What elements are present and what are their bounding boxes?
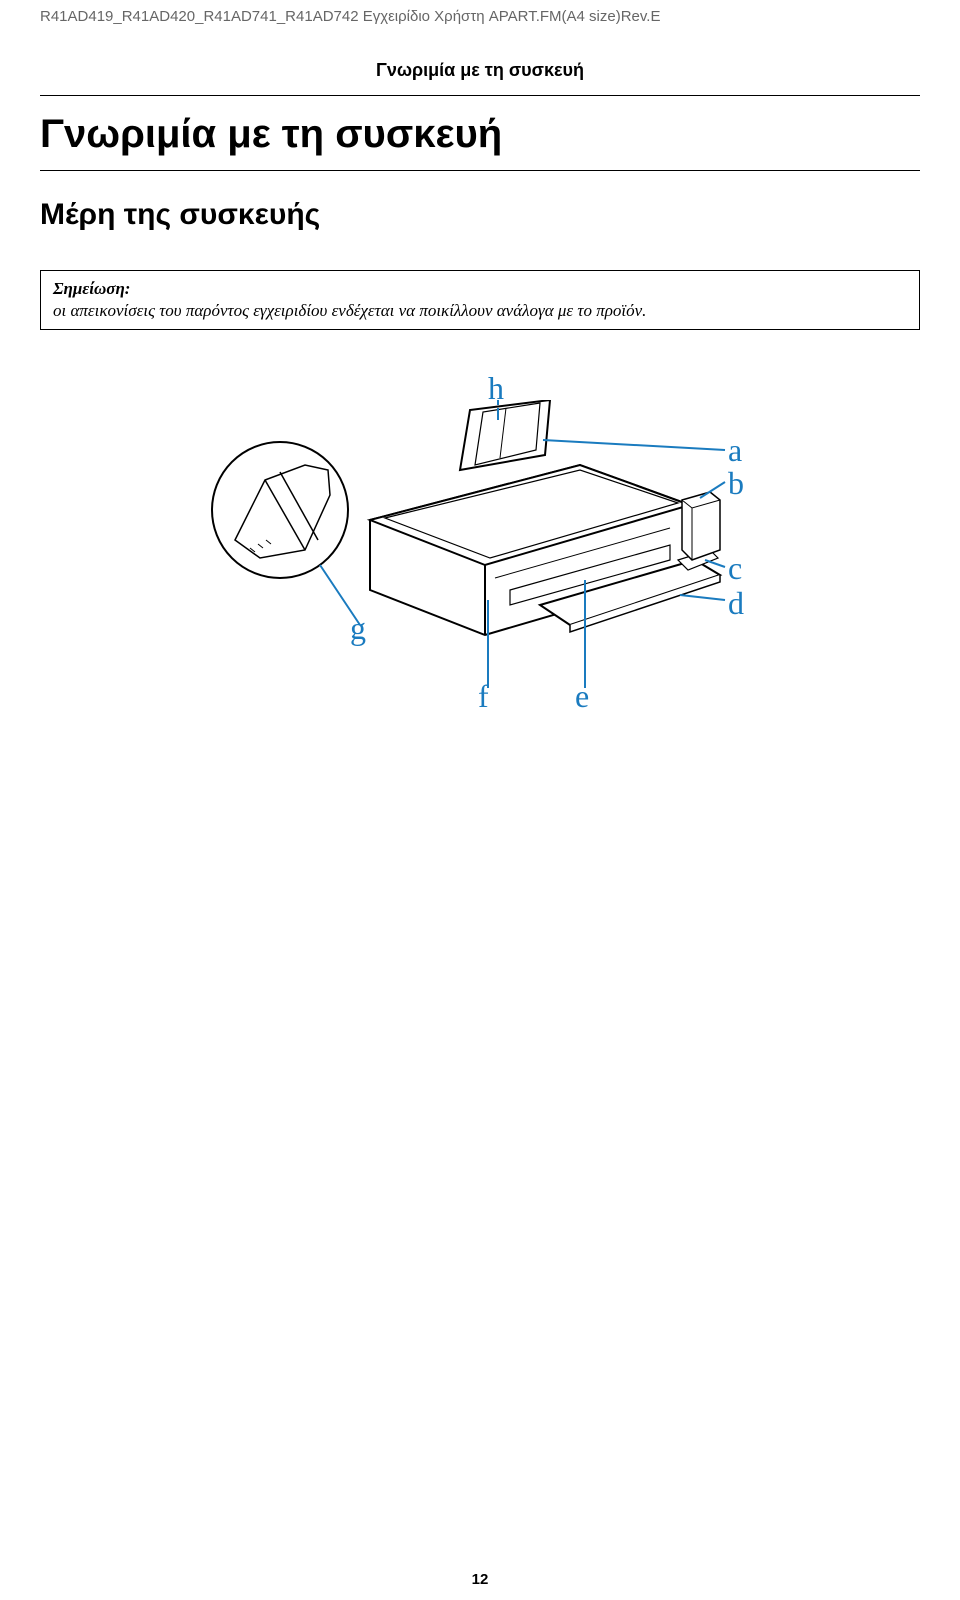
page-number: 12 <box>0 1571 960 1588</box>
note-text: οι απεικονίσεις του παρόντος εγχειριδίου… <box>53 301 907 321</box>
section-header: Γνωριμία με τη συσκευή <box>0 60 960 81</box>
diagram-container: h a b c d g f e <box>0 370 960 750</box>
note-label: Σημείωση: <box>53 279 907 299</box>
printer-illustration <box>210 400 750 700</box>
rule-under-title <box>40 170 920 171</box>
printer-diagram: h a b c d g f e <box>180 370 780 750</box>
sub-title: Μέρη της συσκευής <box>40 198 320 232</box>
document-header: R41AD419_R41AD420_R41AD741_R41AD742 Εγχε… <box>40 8 660 25</box>
note-box: Σημείωση: οι απεικονίσεις του παρόντος ε… <box>40 270 920 330</box>
rule-top <box>40 95 920 96</box>
page-title: Γνωριμία με τη συσκευή <box>40 112 502 157</box>
